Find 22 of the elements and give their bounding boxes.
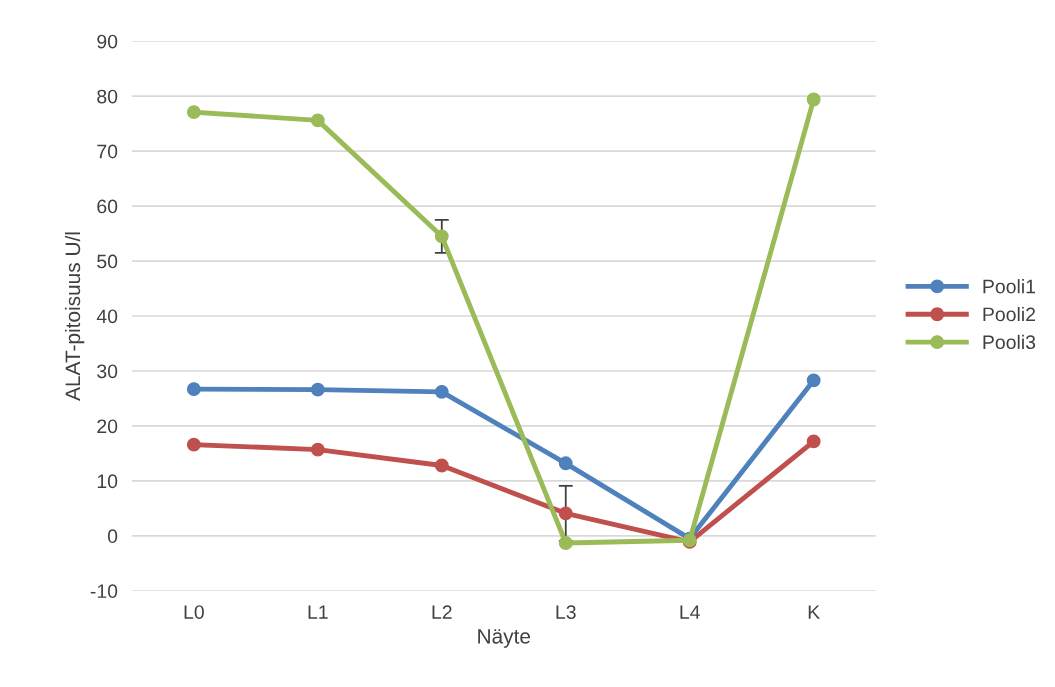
legend-label: Pooli1 — [983, 279, 1036, 294]
y-tick-label: 10 — [97, 474, 118, 489]
x-tick-label: K — [808, 605, 820, 619]
x-tick-label: L4 — [680, 605, 700, 619]
y-tick-label: 30 — [97, 364, 118, 379]
y-tick-label: 90 — [97, 34, 118, 49]
x-tick-label: L0 — [184, 605, 204, 619]
y-tick-label: 0 — [107, 529, 118, 544]
legend-label: Pooli2 — [983, 306, 1035, 322]
y-tick-label: 40 — [96, 309, 118, 324]
y-tick-label: 20 — [97, 419, 118, 434]
y-tick-label: -10 — [90, 584, 118, 599]
x-tick-label: L1 — [308, 605, 328, 619]
y-tick-label: 60 — [97, 199, 118, 214]
y-axis-title: ALAT-pitoisuus U/l — [64, 232, 85, 401]
x-tick-label: L2 — [432, 605, 452, 619]
legend-label: Pooli3 — [983, 334, 1036, 350]
y-tick-label: 70 — [97, 144, 118, 159]
y-tick-label: 80 — [97, 89, 118, 104]
x-tick-label: L3 — [556, 605, 576, 619]
y-tick-label: 50 — [97, 254, 118, 269]
x-axis-title: Näyte — [478, 629, 531, 648]
